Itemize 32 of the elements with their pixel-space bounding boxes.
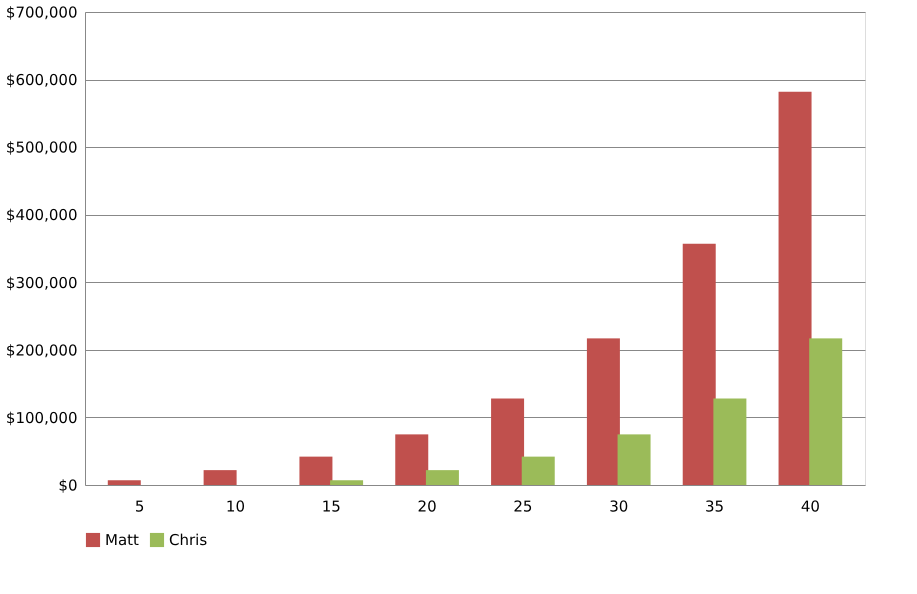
y-tick-label: $0 [58, 476, 78, 494]
bar [778, 92, 812, 485]
y-tick-label: $600,000 [6, 71, 78, 90]
bar [713, 398, 746, 485]
bar [682, 244, 716, 485]
bar [809, 338, 842, 485]
x-tick-label: 30 [609, 498, 628, 516]
bar [395, 434, 428, 485]
bar [330, 480, 364, 485]
y-tick-label: $300,000 [6, 274, 78, 292]
x-tick-label: 25 [513, 498, 532, 516]
x-tick-label: 40 [800, 498, 820, 516]
x-tick-label: 15 [322, 498, 341, 516]
legend-label: Chris [169, 531, 208, 549]
x-tick-label: 20 [418, 498, 437, 516]
y-tick-label: $400,000 [6, 206, 78, 224]
y-tick-label: $700,000 [6, 4, 78, 22]
x-tick-label: 35 [705, 498, 724, 516]
legend-label: Matt [105, 531, 140, 549]
bar [204, 470, 237, 485]
bar [108, 480, 141, 485]
x-tick-label: 5 [134, 498, 144, 516]
bar [491, 398, 524, 485]
bar [299, 456, 332, 485]
bar [618, 434, 651, 485]
bar [586, 338, 620, 485]
y-tick-label: $200,000 [6, 341, 78, 360]
x-tick-label: 10 [226, 498, 245, 516]
bar [426, 470, 459, 485]
y-tick-label: $500,000 [6, 138, 78, 157]
bar [522, 456, 555, 485]
y-tick-label: $100,000 [6, 408, 78, 427]
